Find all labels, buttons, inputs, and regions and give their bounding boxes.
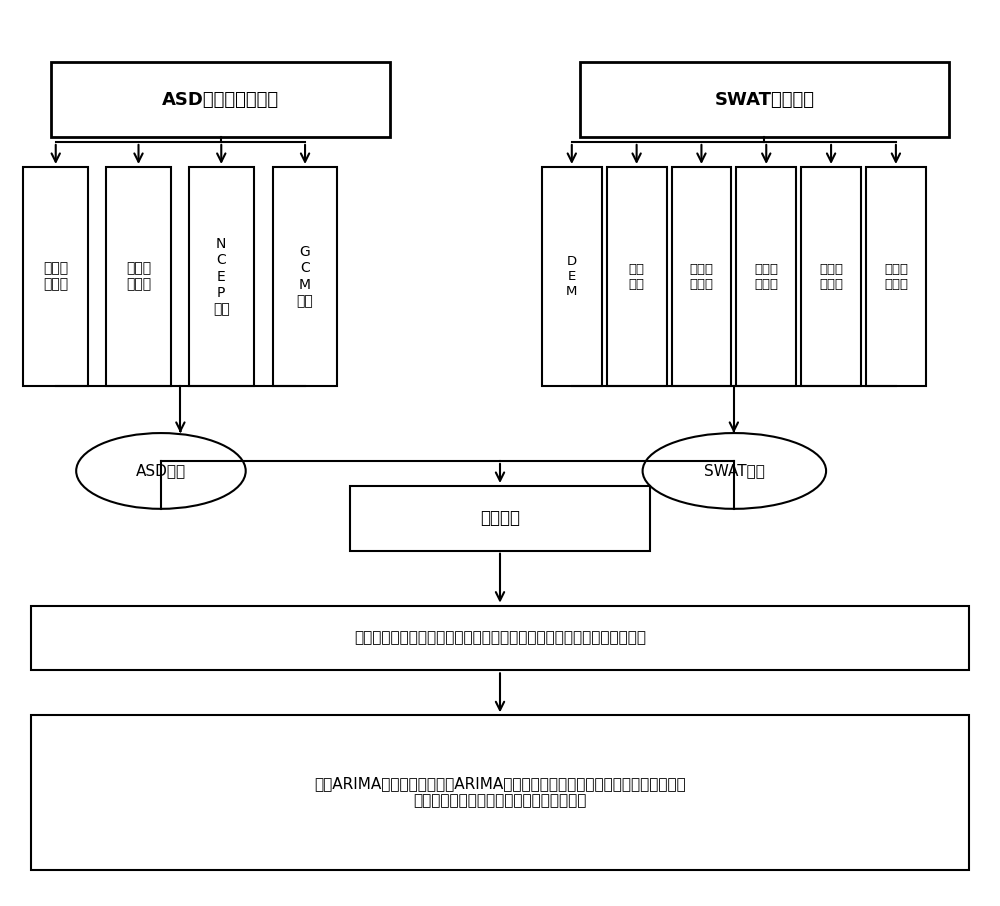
Text: 土壤
数据: 土壤 数据: [629, 263, 645, 291]
Text: N
C
E
P
数据: N C E P 数据: [213, 237, 230, 316]
Bar: [580, 63, 949, 137]
Text: 实测径
流数据: 实测径 流数据: [884, 263, 908, 291]
Text: 土地利
用数据: 土地利 用数据: [689, 263, 713, 291]
Text: 实测气
温数据: 实测气 温数据: [43, 262, 68, 292]
Bar: [801, 167, 861, 386]
Bar: [672, 167, 731, 386]
Text: 实测降
水数据: 实测降 水数据: [754, 263, 778, 291]
Text: SWAT模型: SWAT模型: [704, 464, 765, 478]
Bar: [31, 605, 969, 670]
Text: 实测气
温数据: 实测气 温数据: [819, 263, 843, 291]
Bar: [542, 167, 602, 386]
Bar: [51, 63, 390, 137]
Bar: [31, 715, 969, 870]
Text: ASD模型: ASD模型: [136, 464, 186, 478]
Text: 建立ARIMA模型，采用建立的ARIMA模型做洪峰序列的随机模拟，计算出未来气候
变化下超设计洪水位和校核洪水位的风险率: 建立ARIMA模型，采用建立的ARIMA模型做洪峰序列的随机模拟，计算出未来气候…: [314, 776, 686, 809]
Bar: [607, 167, 667, 386]
Text: SWAT模型构建: SWAT模型构建: [714, 91, 814, 109]
Bar: [23, 167, 88, 386]
Text: 进行气候变化下未来径流模拟，并由气候变化下未来日径流计算出年洪峰: 进行气候变化下未来径流模拟，并由气候变化下未来日径流计算出年洪峰: [354, 631, 646, 645]
Bar: [106, 167, 171, 386]
Text: G
C
M
数据: G C M 数据: [297, 246, 313, 308]
Bar: [866, 167, 926, 386]
Text: 模型耦合: 模型耦合: [480, 509, 520, 527]
Text: 实测降
水数据: 实测降 水数据: [126, 262, 151, 292]
Bar: [350, 486, 650, 551]
Bar: [736, 167, 796, 386]
Text: ASD降尺度模型构建: ASD降尺度模型构建: [162, 91, 279, 109]
Bar: [273, 167, 337, 386]
Bar: [189, 167, 254, 386]
Text: D
E
M: D E M: [566, 255, 577, 298]
